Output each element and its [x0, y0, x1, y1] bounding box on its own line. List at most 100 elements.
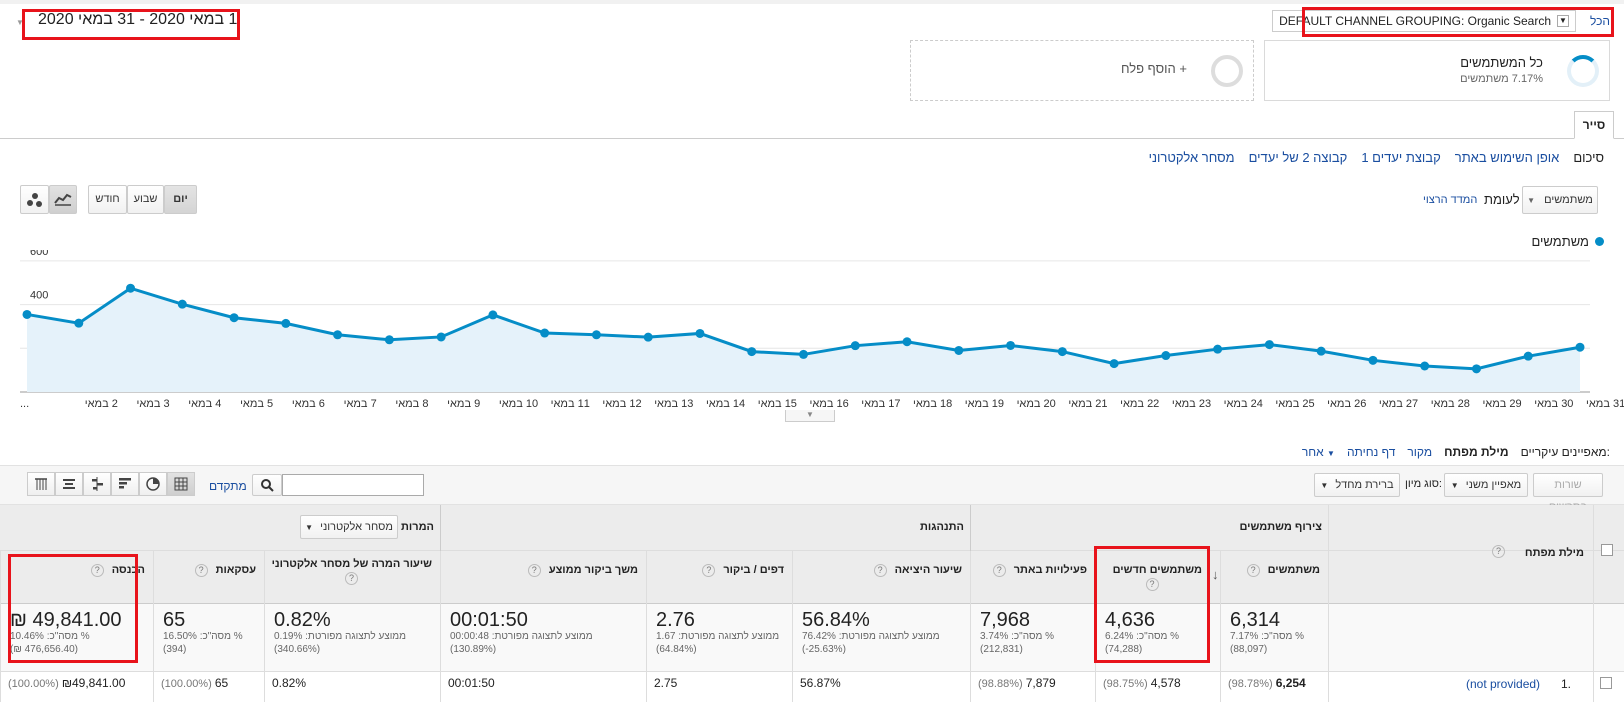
data-point[interactable]	[954, 345, 964, 355]
column-header[interactable]: משך ביקור ממוצע?	[446, 563, 638, 577]
column-header[interactable]: דפים / ביקור?	[652, 563, 784, 577]
plot-rows-button[interactable]: שורות בתרשים	[1533, 473, 1603, 513]
help-icon[interactable]: ?	[1492, 545, 1505, 558]
data-point[interactable]	[1057, 347, 1067, 357]
subtab-goal-set-1[interactable]: קבוצת יעדים 1	[1361, 150, 1441, 165]
tab-explorer[interactable]: סייר	[1574, 111, 1614, 139]
view-term-cloud-button[interactable]	[55, 472, 83, 496]
column-total-sub: % מסה"כ: 10.46%	[10, 631, 90, 642]
data-point[interactable]	[1161, 351, 1171, 361]
view-performance-button[interactable]	[111, 472, 139, 496]
data-point[interactable]	[850, 341, 860, 351]
view-pivot-button[interactable]	[27, 472, 55, 496]
period-day-button[interactable]: יום	[164, 185, 197, 214]
segment-filter-dropdown[interactable]: DEFAULT CHANNEL GROUPING: Organic Search…	[1272, 10, 1576, 32]
view-table-button[interactable]	[167, 472, 195, 496]
period-week-button[interactable]: שבוע	[127, 185, 164, 214]
row-cell: (98.75%) 4,578	[1103, 676, 1181, 690]
add-segment-card[interactable]: + הוסף פלח	[910, 40, 1254, 101]
data-point[interactable]	[177, 299, 187, 309]
data-point[interactable]	[1420, 361, 1430, 371]
data-point[interactable]	[22, 309, 32, 319]
data-point[interactable]	[902, 337, 912, 347]
column-header[interactable]: שיעור המרה של מסחר אלקטרוני?	[270, 557, 432, 585]
select-all-checkbox[interactable]	[1601, 544, 1613, 556]
select-metric-link[interactable]: המדד הרצוי	[1423, 194, 1478, 206]
column-header[interactable]: עסקאות?	[159, 563, 256, 577]
help-icon[interactable]: ?	[194, 563, 208, 577]
chart-type-line-button[interactable]	[49, 185, 77, 214]
chart-type-motion-button[interactable]	[20, 185, 49, 214]
row-cell-value: 7,879	[1025, 676, 1056, 690]
data-point[interactable]	[1368, 355, 1378, 365]
help-icon[interactable]: ?	[345, 571, 358, 585]
help-icon[interactable]: ?	[1145, 577, 1159, 591]
column-header[interactable]: פעילויות באתר?	[976, 563, 1087, 577]
all-link[interactable]: הכל	[1589, 14, 1610, 28]
data-point[interactable]	[643, 332, 653, 342]
column-total-sub: ממוצע לתצוגה מפורטת: 00:00:48	[450, 631, 593, 642]
subtab-ecommerce[interactable]: מסחר אלקטרוני	[1148, 150, 1235, 165]
help-icon[interactable]: ?	[1246, 563, 1260, 577]
chart-collapse-handle[interactable]: ▼	[785, 410, 835, 422]
x-tick-label: ...	[20, 398, 30, 410]
help-icon[interactable]: ?	[90, 563, 104, 577]
row-keyword-link[interactable]: (not provided)	[1466, 677, 1541, 691]
column-header-label: משך ביקור ממוצע	[548, 564, 638, 576]
data-point[interactable]	[488, 310, 498, 320]
data-point[interactable]	[126, 283, 136, 293]
dimension-keyword[interactable]: מילת מפתח	[1444, 445, 1509, 459]
subtab-site-usage[interactable]: אופן השימוש באתר	[1454, 150, 1560, 165]
data-point[interactable]	[74, 318, 84, 328]
sort-type-select[interactable]: ברירת מחדל ▼	[1314, 473, 1400, 497]
data-point[interactable]	[1471, 364, 1481, 374]
data-point[interactable]	[229, 313, 239, 323]
secondary-dimension-select[interactable]: מאפיין משני ▼	[1444, 473, 1528, 497]
data-point[interactable]	[1006, 340, 1016, 350]
search-button[interactable]	[252, 474, 282, 496]
col-keyword-header[interactable]: מילת מפתח	[1525, 547, 1584, 559]
data-point[interactable]	[1316, 346, 1326, 356]
data-point[interactable]	[1575, 342, 1585, 352]
data-point[interactable]	[384, 335, 394, 345]
help-icon[interactable]: ?	[992, 563, 1006, 577]
dimension-source[interactable]: מקור	[1407, 445, 1433, 459]
column-header[interactable]: משתמשים חדשים?	[1101, 563, 1202, 591]
sort-desc-icon[interactable]: ↓	[1212, 567, 1219, 582]
data-point[interactable]	[695, 328, 705, 338]
dimension-landing-page[interactable]: דף נחיתה	[1346, 445, 1396, 459]
segment-card-all-users[interactable]: כל המשתמשים 7.17% משתמשים	[1264, 40, 1610, 101]
table-search-input[interactable]	[282, 474, 424, 496]
data-point[interactable]	[591, 330, 601, 340]
data-point[interactable]	[540, 328, 550, 338]
help-icon[interactable]: ?	[527, 563, 541, 577]
dimension-other[interactable]: אחר ▼	[1302, 445, 1335, 459]
metric-select[interactable]: משתמשים ▼	[1522, 186, 1598, 214]
data-point[interactable]	[1109, 359, 1119, 369]
column-header[interactable]: משתמשים?	[1226, 563, 1320, 577]
x-tick-label: 2 במאי	[84, 398, 118, 410]
conversions-select[interactable]: מסחר אלקטרוני ▼	[300, 515, 398, 539]
column-total: 4,636	[1105, 609, 1156, 631]
help-icon[interactable]: ?	[702, 563, 716, 577]
help-icon[interactable]: ?	[873, 563, 887, 577]
data-point[interactable]	[799, 349, 808, 359]
data-point[interactable]	[1213, 344, 1223, 354]
row-checkbox[interactable]	[1600, 677, 1612, 689]
date-range-picker[interactable]: 1 במאי 2020 - 31 במאי 2020	[24, 11, 237, 37]
period-month-button[interactable]: חודש	[88, 185, 127, 214]
data-point[interactable]	[333, 330, 343, 340]
subtab-goal-set-2[interactable]: קבוצה 2 של יעדים	[1248, 150, 1348, 165]
data-point[interactable]	[747, 347, 757, 357]
view-pie-button[interactable]	[139, 472, 167, 496]
column-header[interactable]: שיעור היציאה?	[798, 563, 962, 577]
data-point[interactable]	[281, 318, 291, 328]
data-point[interactable]	[1523, 351, 1533, 361]
row-index: 1.	[1561, 677, 1572, 691]
view-comparison-button[interactable]	[83, 472, 111, 496]
data-point[interactable]	[1264, 340, 1274, 350]
data-point[interactable]	[436, 332, 446, 342]
subtab-summary[interactable]: סיכום	[1573, 150, 1604, 165]
advanced-link[interactable]: מתקדם	[209, 479, 247, 493]
date-dropdown-arrow-icon[interactable]: ▼	[16, 18, 24, 27]
